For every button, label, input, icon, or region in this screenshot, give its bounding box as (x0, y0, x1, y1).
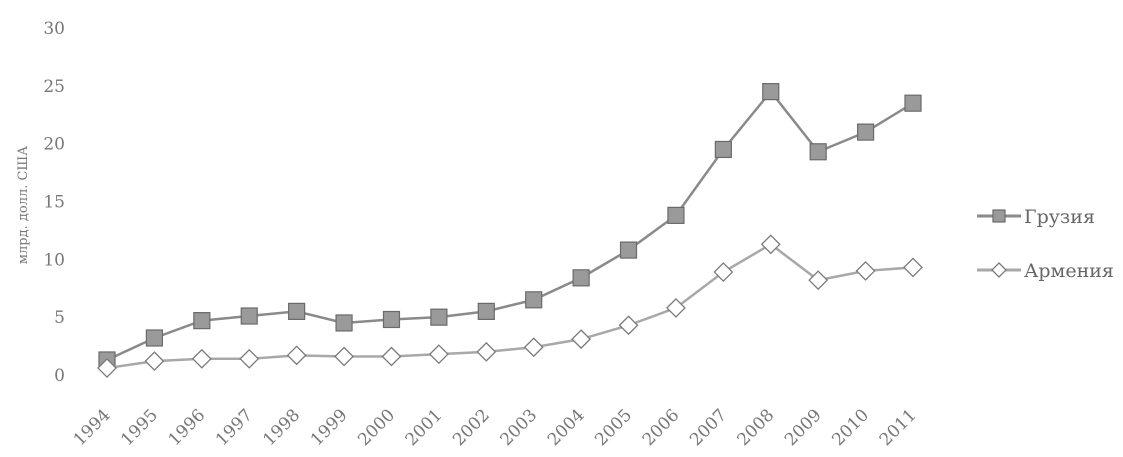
x-tick-label: 2006 (639, 405, 684, 450)
x-tick-label: 2005 (591, 405, 636, 450)
marker-diamond (381, 346, 402, 367)
marker-square (193, 312, 211, 330)
y-tick-label: 20 (43, 135, 65, 155)
x-tick-label: 2004 (544, 405, 589, 450)
marker-diamond (855, 260, 876, 281)
series-line (106, 89, 914, 362)
marker-square (619, 241, 638, 259)
marker-diamond (334, 346, 354, 367)
marker-diamond (239, 348, 260, 369)
marker-diamond (760, 234, 781, 255)
marker-square (904, 94, 922, 112)
x-tick-label: 2011 (876, 405, 921, 450)
legend: Грузия Армения (977, 206, 1114, 282)
y-tick-label: 15 (43, 193, 65, 213)
x-tick-label: 2002 (449, 405, 494, 450)
y-tick-label: 5 (54, 308, 65, 328)
x-tick-label: 2010 (828, 405, 873, 450)
legend-label: Грузия (1024, 206, 1095, 228)
series-0 (98, 83, 922, 369)
marker-diamond (428, 344, 449, 365)
marker-square (809, 143, 827, 161)
marker-square (572, 269, 590, 287)
legend-label: Армения (1024, 260, 1114, 282)
marker-square (477, 302, 495, 320)
marker-diamond (191, 348, 212, 369)
y-tick-label: 0 (54, 366, 65, 386)
x-tick-label: 2008 (734, 405, 779, 450)
x-tick-label: 2003 (497, 405, 542, 450)
x-tick-label: 1994 (70, 405, 115, 450)
x-tick-label: 2001 (402, 405, 447, 450)
marker-square (762, 83, 780, 101)
marker-diamond (903, 257, 923, 278)
marker-diamond (991, 262, 1007, 278)
y-axis-label: млрд. долл. США (16, 146, 31, 264)
marker-diamond (286, 345, 307, 366)
marker-square (430, 308, 448, 326)
x-tick-label: 1996 (165, 405, 210, 450)
y-axis-ticks: 0 5 10 15 20 25 30 (43, 19, 65, 386)
marker-diamond (144, 351, 165, 372)
legend-item: Грузия (977, 206, 1095, 228)
marker-square (714, 140, 732, 159)
series-1 (97, 234, 923, 378)
series-group (97, 83, 923, 378)
marker-diamond (808, 270, 829, 291)
marker-square (525, 291, 543, 309)
marker-square (856, 123, 875, 141)
marker-diamond (571, 329, 592, 350)
x-tick-label: 1995 (117, 405, 162, 450)
marker-square (667, 206, 685, 224)
y-axis-label-group: млрд. долл. США (16, 146, 31, 264)
x-tick-label: 1999 (307, 405, 352, 450)
marker-diamond (476, 341, 497, 362)
marker-diamond (523, 337, 544, 358)
marker-diamond (97, 358, 117, 378)
marker-diamond (666, 297, 686, 318)
marker-square (992, 209, 1006, 223)
x-tick-label: 2009 (781, 405, 826, 450)
y-tick-label: 25 (43, 77, 65, 97)
marker-square (335, 314, 353, 332)
x-axis-ticks: 1994 1995 1996 1997 1998 1999 2000 2001 2002 2003… (70, 405, 921, 450)
x-tick-label: 1997 (212, 405, 257, 450)
x-tick-label: 2007 (686, 405, 731, 450)
y-tick-label: 30 (43, 19, 65, 39)
marker-diamond (713, 262, 734, 282)
x-tick-label: 2000 (354, 405, 399, 450)
legend-item: Армения (977, 260, 1114, 282)
marker-square (240, 307, 258, 325)
marker-square (382, 310, 401, 329)
marker-square (288, 302, 306, 320)
marker-square (145, 329, 164, 347)
y-tick-label: 10 (43, 250, 65, 270)
x-tick-label: 1998 (259, 405, 304, 450)
marker-diamond (618, 315, 639, 336)
